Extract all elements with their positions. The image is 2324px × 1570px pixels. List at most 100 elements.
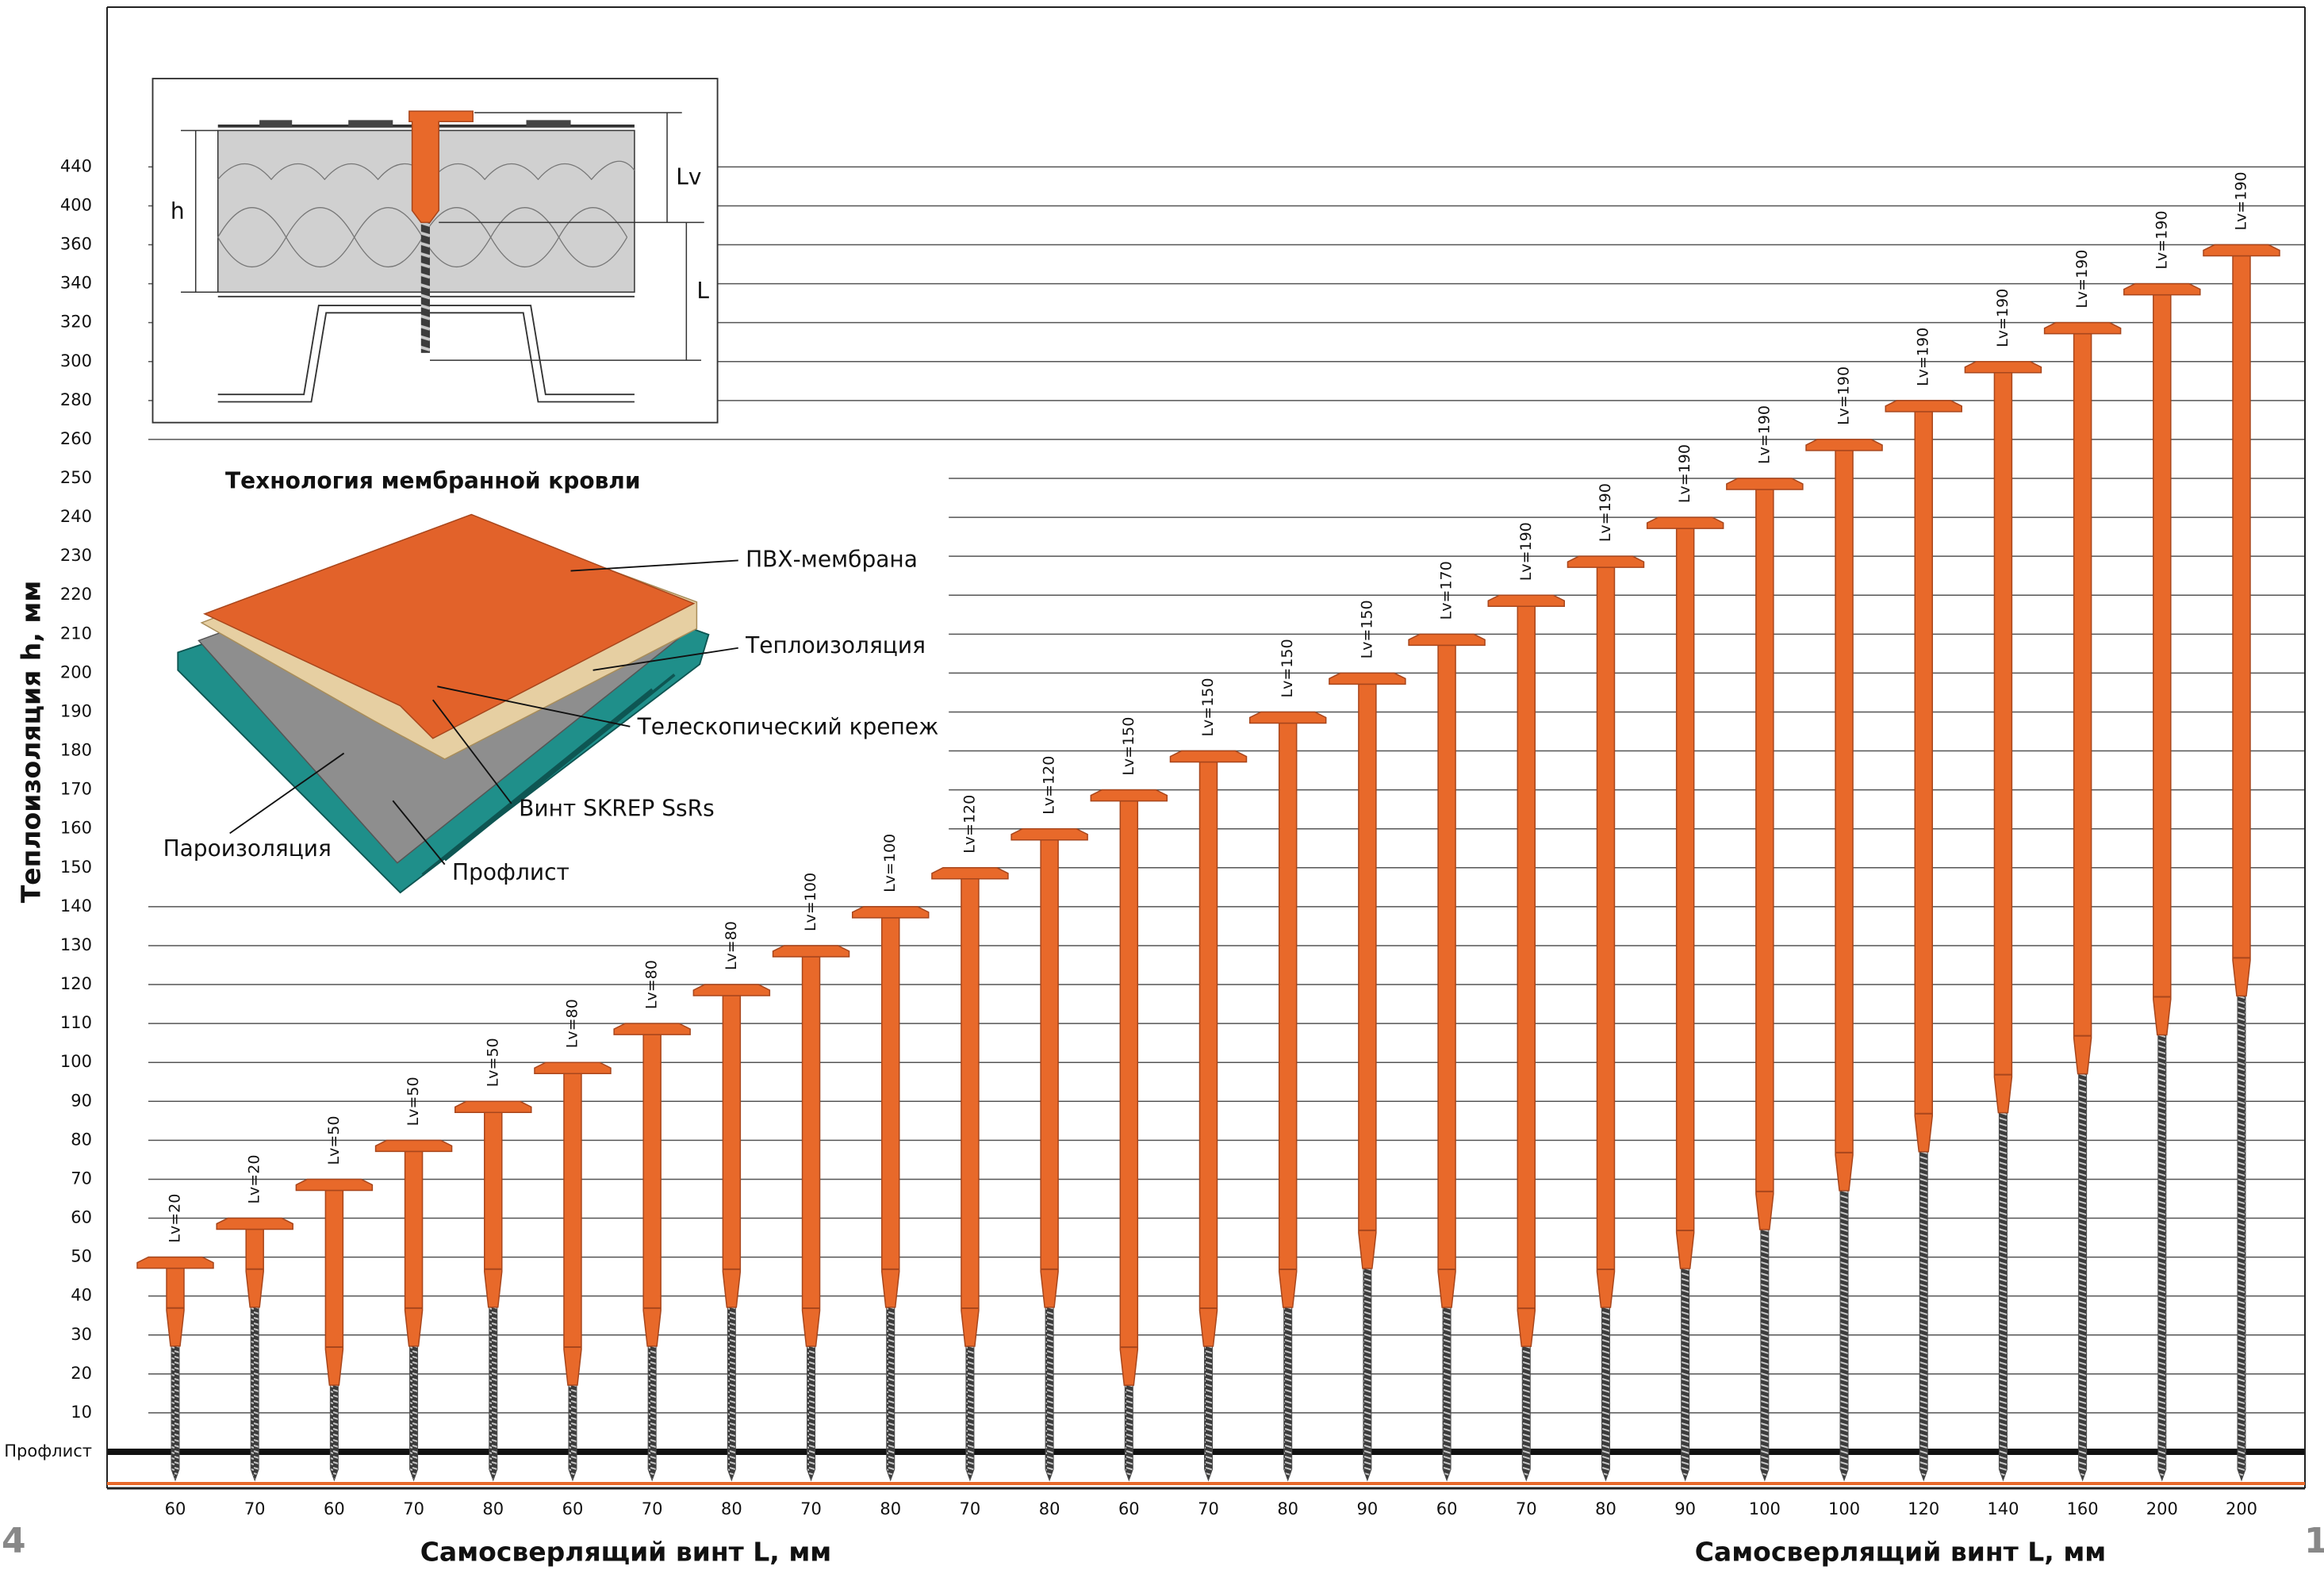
sleeve — [1993, 372, 2013, 1114]
sleeve — [324, 1189, 344, 1386]
y-tick-label: Профлист — [4, 1441, 92, 1461]
x-tick-label: 90 — [1357, 1499, 1379, 1518]
lv-label: Lv=190 — [1755, 405, 1773, 464]
sleeve — [1596, 566, 1616, 1308]
x-tick-label: 70 — [403, 1499, 424, 1518]
x-tick-label: 60 — [562, 1499, 584, 1518]
membrane-diagram: Технология мембранной кровли ПВХ-мембран… — [148, 444, 949, 894]
lv-label: Lv=150 — [1120, 717, 1137, 776]
head — [1408, 633, 1486, 647]
x-tick-label: 70 — [1516, 1499, 1537, 1518]
head — [851, 906, 930, 919]
dim-label: Lv — [676, 163, 701, 190]
y-tick-label: 340 — [60, 274, 92, 293]
lv-label: Lv=120 — [961, 795, 978, 854]
x-tick-label: 80 — [1595, 1499, 1616, 1518]
x-tick-label: 140 — [1987, 1499, 2019, 1518]
screw — [420, 222, 431, 353]
y-tick-label: 110 — [60, 1013, 92, 1032]
x-tick-label: 80 — [1277, 1499, 1298, 1518]
head — [772, 945, 850, 958]
head — [374, 1139, 453, 1153]
lv-label: Lv=100 — [881, 834, 899, 892]
section-diagram: h Lv L — [151, 78, 719, 424]
head — [2123, 282, 2201, 296]
sleeve — [245, 1228, 264, 1308]
lv-label: Lv=190 — [1994, 289, 2011, 347]
x-tick-label: 100 — [1749, 1499, 1781, 1518]
y-tick-label: 360 — [60, 235, 92, 254]
sleeve — [408, 110, 474, 224]
lv-label: Lv=80 — [643, 960, 661, 1009]
dim-label: L — [696, 278, 709, 304]
lv-label: Lv=150 — [1358, 600, 1375, 658]
y-tick-label: 10 — [71, 1403, 92, 1422]
y-tick-label: 60 — [71, 1208, 92, 1227]
sleeve — [404, 1150, 424, 1347]
y-tick-label: 280 — [60, 390, 92, 409]
sleeve — [2232, 255, 2251, 997]
y-tick-label: 250 — [60, 468, 92, 487]
x-tick-label: 80 — [721, 1499, 742, 1518]
head — [1567, 555, 1645, 568]
sleeve — [1755, 489, 1774, 1230]
y-tick-label: 200 — [60, 662, 92, 681]
lv-label: Lv=190 — [2073, 250, 2091, 309]
lv-label: Lv=50 — [325, 1116, 343, 1165]
lv-label: Lv=80 — [563, 999, 581, 1048]
layer-label: Телескопический крепеж — [637, 714, 939, 740]
y-tick-label: 170 — [60, 780, 92, 799]
sleeve — [563, 1073, 582, 1386]
sleeve — [2153, 294, 2172, 1036]
lv-label: Lv=100 — [802, 873, 819, 931]
layer-label: ПВХ-мембрана — [746, 546, 918, 572]
head — [1169, 750, 1248, 763]
fasteners: Lv=20 Lv=20 Lv=50 Lv=50 Lv=50 Lv=80 Lv=80 Lv=80… — [136, 172, 2280, 1482]
y-tick-label: 260 — [60, 429, 92, 448]
y-tick-label: 50 — [71, 1247, 92, 1266]
head — [1885, 400, 1962, 413]
y-tick-label: 130 — [60, 935, 92, 954]
head — [1011, 827, 1088, 841]
y-tick-label: 140 — [60, 896, 92, 916]
membrane-seam — [259, 120, 293, 128]
x-tick-label: 200 — [2226, 1499, 2257, 1518]
y-tick-label: 120 — [60, 974, 92, 993]
x-tick-label: 60 — [324, 1499, 345, 1518]
y-tick-label: 440 — [60, 156, 92, 175]
layer-label: Профлист — [452, 859, 569, 885]
lv-label: Lv=190 — [1915, 328, 1932, 386]
x-axis-title: Самосверлящий винт L, мм — [1695, 1537, 2107, 1568]
y-tick-label: 70 — [71, 1169, 92, 1188]
head — [216, 1217, 293, 1230]
sleeve — [961, 878, 980, 1347]
page-number: 4 — [2, 1521, 26, 1561]
lv-label: Lv=190 — [1517, 522, 1535, 581]
sleeve — [880, 917, 900, 1308]
sleeve — [1517, 605, 1536, 1347]
lv-label: Lv=150 — [1279, 639, 1296, 697]
sleeve — [484, 1111, 503, 1308]
x-tick-label: 60 — [1118, 1499, 1140, 1518]
y-tick-label: 30 — [71, 1325, 92, 1344]
y-tick-label: 230 — [60, 546, 92, 565]
x-tick-label: 100 — [1828, 1499, 1860, 1518]
y-tick-label: 80 — [71, 1130, 92, 1149]
head — [1805, 439, 1883, 451]
head — [2043, 321, 2122, 335]
y-tick-label: 160 — [60, 819, 92, 838]
x-tick-label: 60 — [1436, 1499, 1458, 1518]
sleeve — [642, 1034, 662, 1347]
head — [1248, 711, 1327, 724]
lv-label: Lv=50 — [484, 1038, 501, 1087]
y-axis-title: Теплоизоляция h, мм — [16, 581, 47, 904]
head — [136, 1256, 214, 1269]
y-tick-label: 210 — [60, 624, 92, 643]
x-tick-label: 80 — [880, 1499, 901, 1518]
sleeve — [166, 1267, 185, 1347]
layer-label: Теплоизоляция — [745, 632, 926, 658]
sleeve — [1119, 800, 1139, 1386]
x-tick-label: 120 — [1908, 1499, 1939, 1518]
illustration-title: Технология мембранной кровли — [225, 467, 640, 493]
